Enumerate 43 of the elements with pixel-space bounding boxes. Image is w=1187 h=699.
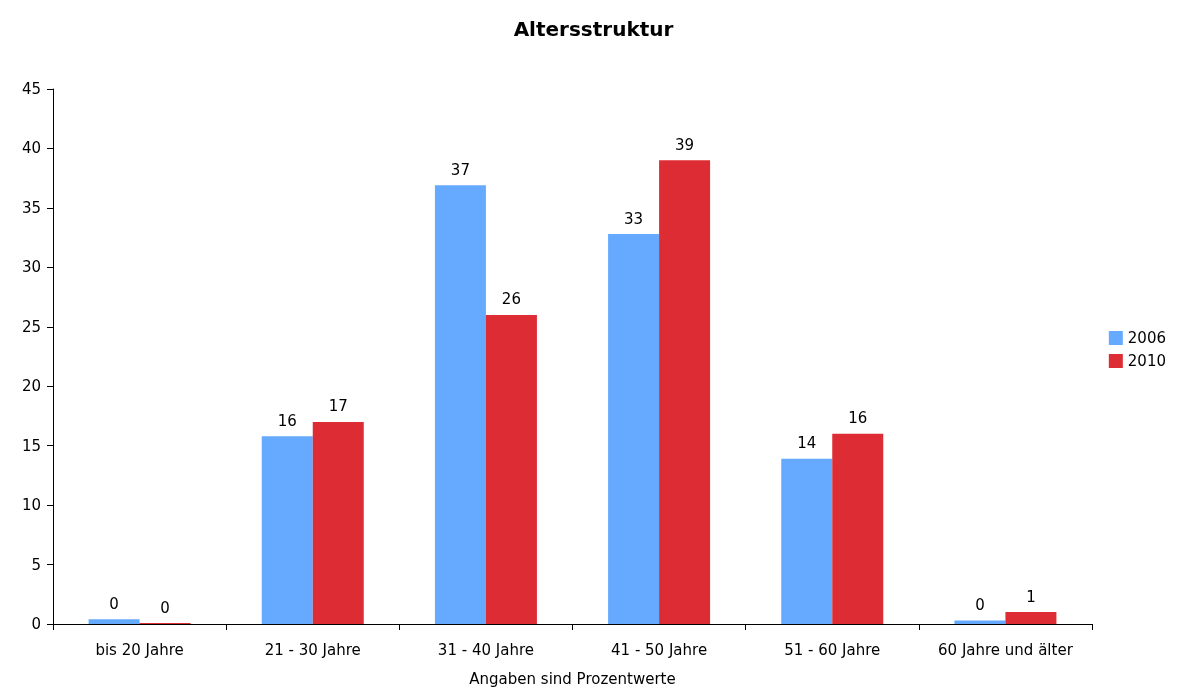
bar bbox=[261, 436, 313, 624]
bar bbox=[608, 234, 660, 624]
y-tick-label: 25 bbox=[21, 317, 41, 336]
y-tick-label: 10 bbox=[21, 496, 41, 515]
legend-label: 2010 bbox=[1127, 352, 1167, 370]
data-label: 0 bbox=[109, 594, 119, 613]
x-tick-label: 31 - 40 Jahre bbox=[437, 640, 534, 659]
data-label: 26 bbox=[501, 290, 521, 309]
data-label: 0 bbox=[975, 595, 985, 614]
legend-label: 2006 bbox=[1127, 329, 1167, 347]
data-label: 16 bbox=[277, 411, 297, 430]
bar bbox=[88, 619, 140, 624]
y-tick-label: 15 bbox=[21, 436, 41, 455]
x-tick-label: bis 20 Jahre bbox=[95, 640, 184, 659]
x-tick-label: 60 Jahre und älter bbox=[938, 640, 1074, 659]
y-tick-label: 20 bbox=[21, 377, 41, 396]
data-label: 1 bbox=[1026, 587, 1036, 606]
y-tick-label: 35 bbox=[21, 198, 41, 217]
chart-title: Altersstruktur bbox=[513, 17, 674, 41]
data-label: 33 bbox=[624, 209, 644, 228]
y-tick-label: 5 bbox=[31, 555, 41, 574]
y-tick-label: 45 bbox=[21, 80, 41, 98]
bar bbox=[312, 421, 364, 624]
y-tick-label: 30 bbox=[21, 258, 41, 277]
bar bbox=[485, 314, 537, 624]
x-tick-label: 41 - 50 Jahre bbox=[611, 640, 708, 659]
bar bbox=[954, 620, 1006, 624]
x-tick-label: 21 - 30 Jahre bbox=[264, 640, 361, 659]
bar bbox=[659, 160, 711, 624]
data-label: 39 bbox=[675, 135, 695, 154]
bar bbox=[434, 185, 486, 624]
data-label: 14 bbox=[797, 434, 817, 453]
y-tick-label: 0 bbox=[31, 615, 41, 633]
x-axis-title: Angaben sind Prozentwerte bbox=[469, 669, 676, 688]
data-label: 17 bbox=[328, 397, 348, 416]
bar bbox=[1005, 612, 1057, 624]
data-label: 0 bbox=[160, 598, 170, 617]
data-label: 37 bbox=[450, 160, 470, 179]
y-tick-label: 40 bbox=[21, 139, 41, 158]
data-label: 16 bbox=[848, 409, 868, 428]
x-tick-label: 51 - 60 Jahre bbox=[784, 640, 881, 659]
bar bbox=[781, 458, 833, 624]
bar bbox=[832, 433, 884, 624]
